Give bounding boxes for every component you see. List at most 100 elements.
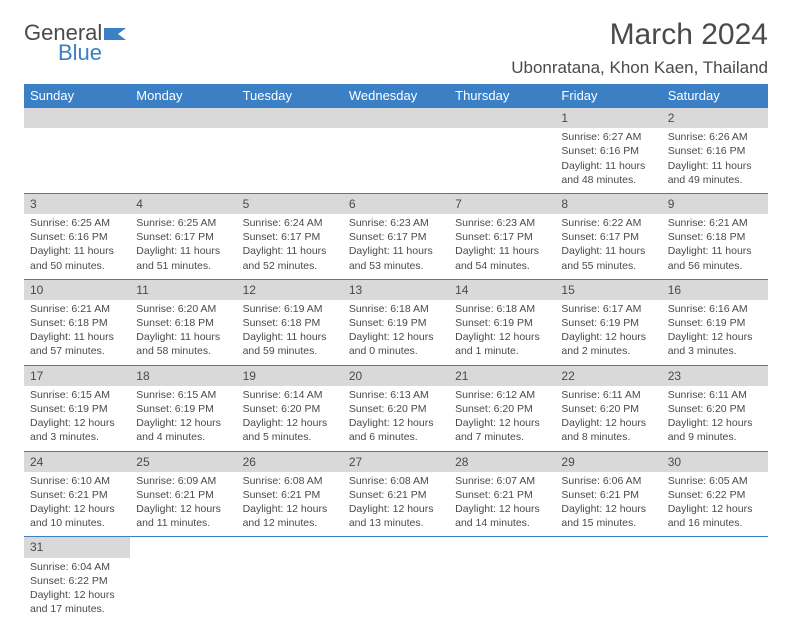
sunset-text: Sunset: 6:17 PM [243,230,337,244]
detail-row: Sunrise: 6:21 AMSunset: 6:18 PMDaylight:… [24,300,768,365]
daylight-line2: and 52 minutes. [243,259,337,273]
daylight-line2: and 53 minutes. [349,259,443,273]
sunset-text: Sunset: 6:18 PM [30,316,124,330]
daylight-line1: Daylight: 12 hours [349,416,443,430]
daylight-line1: Daylight: 12 hours [30,416,124,430]
day-number-cell [555,537,661,558]
daynum-row: 12 [24,108,768,129]
sunrise-text: Sunrise: 6:25 AM [136,216,230,230]
sunrise-text: Sunrise: 6:23 AM [349,216,443,230]
sunset-text: Sunset: 6:22 PM [30,574,124,588]
day-number-cell: 21 [449,365,555,386]
sunrise-text: Sunrise: 6:17 AM [561,302,655,316]
calendar-body: 12Sunrise: 6:27 AMSunset: 6:16 PMDayligh… [24,108,768,622]
day-number-cell: 12 [237,279,343,300]
sunrise-text: Sunrise: 6:25 AM [30,216,124,230]
day-number-cell: 16 [662,279,768,300]
daylight-line2: and 10 minutes. [30,516,124,530]
day-detail-cell [555,558,661,622]
daylight-line1: Daylight: 11 hours [243,244,337,258]
daylight-line2: and 7 minutes. [455,430,549,444]
sunset-text: Sunset: 6:20 PM [455,402,549,416]
daylight-line1: Daylight: 11 hours [561,244,655,258]
sunrise-text: Sunrise: 6:04 AM [30,560,124,574]
daylight-line1: Daylight: 11 hours [136,244,230,258]
detail-row: Sunrise: 6:25 AMSunset: 6:16 PMDaylight:… [24,214,768,279]
day-detail-cell: Sunrise: 6:24 AMSunset: 6:17 PMDaylight:… [237,214,343,279]
sunset-text: Sunset: 6:16 PM [30,230,124,244]
day-detail-cell: Sunrise: 6:22 AMSunset: 6:17 PMDaylight:… [555,214,661,279]
daylight-line2: and 14 minutes. [455,516,549,530]
daylight-line1: Daylight: 11 hours [349,244,443,258]
sunset-text: Sunset: 6:21 PM [561,488,655,502]
day-detail-cell: Sunrise: 6:15 AMSunset: 6:19 PMDaylight:… [130,386,236,451]
day-number-cell: 22 [555,365,661,386]
day-detail-cell [130,558,236,622]
day-number-cell: 20 [343,365,449,386]
daylight-line1: Daylight: 12 hours [136,416,230,430]
day-detail-cell: Sunrise: 6:14 AMSunset: 6:20 PMDaylight:… [237,386,343,451]
day-detail-cell: Sunrise: 6:10 AMSunset: 6:21 PMDaylight:… [24,472,130,537]
day-number-cell: 11 [130,279,236,300]
daylight-line1: Daylight: 12 hours [561,330,655,344]
sunset-text: Sunset: 6:17 PM [136,230,230,244]
sunrise-text: Sunrise: 6:07 AM [455,474,549,488]
sunrise-text: Sunrise: 6:18 AM [349,302,443,316]
daylight-line1: Daylight: 12 hours [243,502,337,516]
day-number-cell: 9 [662,193,768,214]
day-number-cell: 5 [237,193,343,214]
daylight-line2: and 6 minutes. [349,430,443,444]
day-detail-cell: Sunrise: 6:07 AMSunset: 6:21 PMDaylight:… [449,472,555,537]
day-detail-cell: Sunrise: 6:21 AMSunset: 6:18 PMDaylight:… [24,300,130,365]
daynum-row: 10111213141516 [24,279,768,300]
daylight-line1: Daylight: 11 hours [561,159,655,173]
day-number-cell [449,537,555,558]
daylight-line2: and 15 minutes. [561,516,655,530]
day-detail-cell: Sunrise: 6:23 AMSunset: 6:17 PMDaylight:… [449,214,555,279]
day-number-cell [449,108,555,129]
calendar-table: SundayMondayTuesdayWednesdayThursdayFrid… [24,84,768,622]
sunrise-text: Sunrise: 6:11 AM [668,388,762,402]
weekday-header: Monday [130,84,236,108]
weekday-header: Friday [555,84,661,108]
daylight-line1: Daylight: 12 hours [668,330,762,344]
daylight-line2: and 56 minutes. [668,259,762,273]
day-number-cell: 2 [662,108,768,129]
sunrise-text: Sunrise: 6:16 AM [668,302,762,316]
day-detail-cell: Sunrise: 6:18 AMSunset: 6:19 PMDaylight:… [343,300,449,365]
sunset-text: Sunset: 6:19 PM [349,316,443,330]
daylight-line1: Daylight: 12 hours [455,330,549,344]
daylight-line1: Daylight: 11 hours [136,330,230,344]
daylight-line1: Daylight: 12 hours [455,502,549,516]
daylight-line2: and 16 minutes. [668,516,762,530]
day-detail-cell: Sunrise: 6:09 AMSunset: 6:21 PMDaylight:… [130,472,236,537]
day-detail-cell: Sunrise: 6:06 AMSunset: 6:21 PMDaylight:… [555,472,661,537]
weekday-header: Thursday [449,84,555,108]
day-number-cell: 24 [24,451,130,472]
sunrise-text: Sunrise: 6:26 AM [668,130,762,144]
weekday-header: Wednesday [343,84,449,108]
day-detail-cell [130,128,236,193]
day-number-cell: 27 [343,451,449,472]
daylight-line2: and 12 minutes. [243,516,337,530]
day-detail-cell: Sunrise: 6:25 AMSunset: 6:16 PMDaylight:… [24,214,130,279]
sunset-text: Sunset: 6:16 PM [668,144,762,158]
daylight-line2: and 9 minutes. [668,430,762,444]
sunset-text: Sunset: 6:19 PM [561,316,655,330]
detail-row: Sunrise: 6:04 AMSunset: 6:22 PMDaylight:… [24,558,768,622]
sunset-text: Sunset: 6:21 PM [30,488,124,502]
day-number-cell: 13 [343,279,449,300]
day-detail-cell: Sunrise: 6:20 AMSunset: 6:18 PMDaylight:… [130,300,236,365]
day-number-cell [130,108,236,129]
day-detail-cell: Sunrise: 6:27 AMSunset: 6:16 PMDaylight:… [555,128,661,193]
day-detail-cell: Sunrise: 6:16 AMSunset: 6:19 PMDaylight:… [662,300,768,365]
day-number-cell: 31 [24,537,130,558]
day-number-cell: 29 [555,451,661,472]
sunrise-text: Sunrise: 6:09 AM [136,474,230,488]
detail-row: Sunrise: 6:15 AMSunset: 6:19 PMDaylight:… [24,386,768,451]
sunset-text: Sunset: 6:19 PM [136,402,230,416]
daylight-line2: and 51 minutes. [136,259,230,273]
sunrise-text: Sunrise: 6:06 AM [561,474,655,488]
sunset-text: Sunset: 6:20 PM [668,402,762,416]
daynum-row: 17181920212223 [24,365,768,386]
